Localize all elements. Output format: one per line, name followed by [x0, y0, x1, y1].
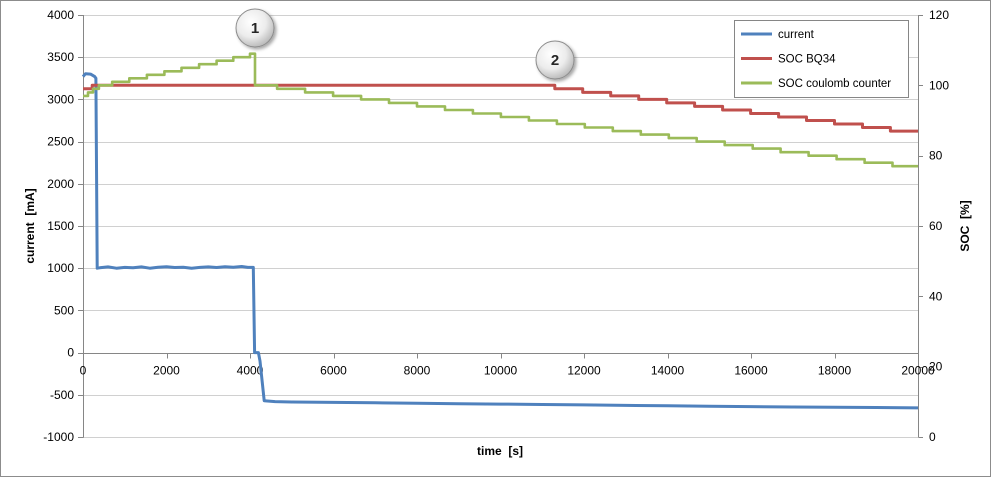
x-axis-tick-label: 20000	[901, 364, 935, 378]
right-axis-tick-label: 40	[929, 289, 943, 303]
left-axis-tick-label: -1000	[43, 430, 74, 444]
series-line-soc-coulomb-counter	[83, 52, 918, 168]
x-axis-tick-label: 12000	[567, 364, 601, 378]
left-axis-tick-label: 2000	[47, 177, 74, 191]
x-axis-tick-label: 2000	[153, 364, 180, 378]
right-axis-tick-label: 20	[929, 360, 943, 374]
x-axis-tick-label: 10000	[484, 364, 518, 378]
right-axis-tick-label: 120	[929, 8, 949, 22]
annotation-label-1: 1	[251, 20, 259, 37]
legend-items: current SOC BQ34 SOC coulomb counter	[741, 29, 891, 90]
annotation-marker-2	[535, 40, 575, 80]
legend-label: SOC coulomb counter	[778, 78, 891, 90]
left-axis-tick-label: 2500	[47, 135, 74, 149]
x-axis-tick-label: 14000	[651, 364, 685, 378]
left-axis-tick-label: 3500	[47, 50, 74, 64]
right-axis-tick-label: 100	[929, 78, 949, 92]
left-axis-tick-label: 0	[67, 346, 74, 360]
y2-axis-title: SOC [%]	[958, 200, 972, 251]
left-axis-tick-label: 1500	[47, 219, 74, 233]
annotation-1: 1	[235, 8, 275, 48]
x-axis-tick-label: 16000	[734, 364, 768, 378]
legend-item-soc-bq34: SOC BQ34	[741, 54, 836, 66]
series-lines	[81, 52, 919, 410]
axes	[78, 15, 923, 438]
x-axis-tick-label: 6000	[320, 364, 347, 378]
legend-item-soc-coulomb-counter: SOC coulomb counter	[741, 78, 891, 90]
annotation-2: 2	[535, 40, 575, 80]
left-axis-tick-label: 3000	[47, 92, 74, 106]
legend-label: SOC BQ34	[778, 54, 836, 66]
series-line-current	[81, 72, 919, 410]
y-axis-title: current [mA]	[23, 188, 37, 263]
x-axis-tick-label: 8000	[404, 364, 431, 378]
x-axis-tick-label: 4000	[237, 364, 264, 378]
annotation-marker-1	[235, 8, 275, 48]
left-axis-tick-label: 4000	[47, 8, 74, 22]
left-axis-tick-label: -500	[50, 388, 74, 402]
left-axis-tick-labels: 4000 3500 3000 2500 2000 1500 1000 500 0 -500 -100…	[43, 8, 74, 444]
left-axis-tick-label: 500	[54, 303, 74, 317]
x-axis-tick-labels: 0 2000 4000 6000 8000 10000 12000 14000 16000 180…	[80, 364, 935, 378]
x-axis-title: time [s]	[477, 444, 523, 458]
left-axis-tick-label: 1000	[47, 261, 74, 275]
annotation-label-2: 2	[551, 52, 559, 69]
legend-label: current	[778, 29, 815, 41]
series-line-soc-bq34	[83, 83, 918, 133]
legend-item-current: current	[741, 29, 815, 41]
x-axis-tick-label: 18000	[818, 364, 852, 378]
right-axis-tick-label: 60	[929, 219, 943, 233]
right-axis-tick-label: 0	[929, 430, 936, 444]
legend: current SOC BQ34 SOC coulomb counter	[734, 20, 909, 98]
right-axis-tick-labels: 120 100 80 60 40 20 0	[929, 8, 949, 444]
x-axis-tick-label: 0	[80, 364, 87, 378]
right-axis-tick-label: 80	[929, 149, 943, 163]
